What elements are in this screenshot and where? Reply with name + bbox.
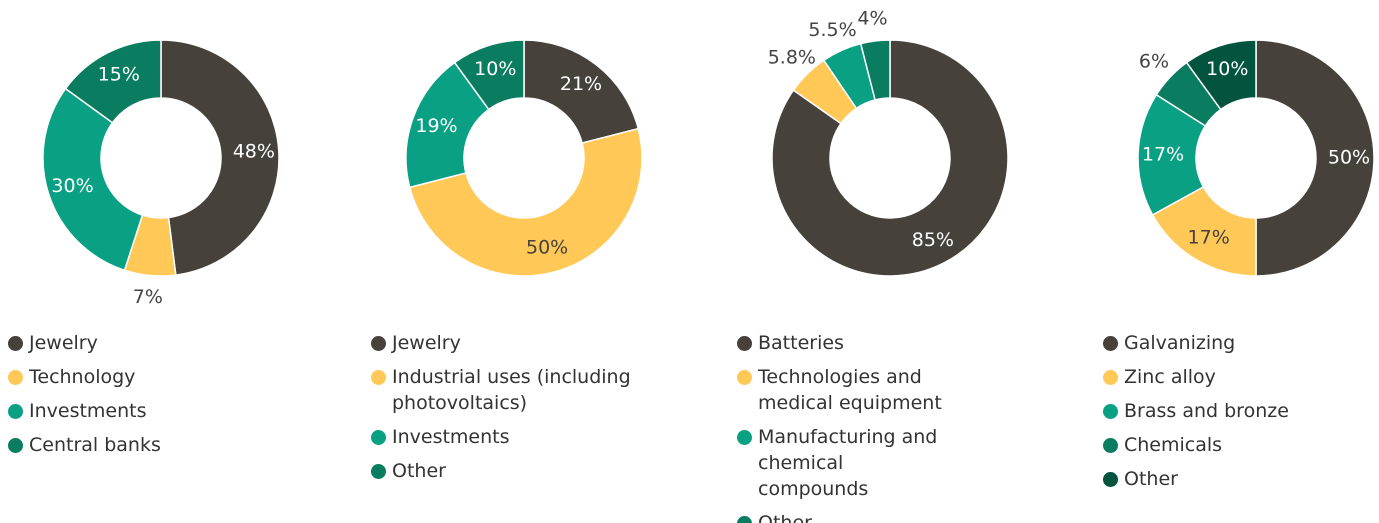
legend-label: Industrial uses (including photovoltaics… [392, 366, 631, 414]
legend-swatch [1103, 404, 1118, 419]
legend-item: Investments [8, 398, 308, 424]
legend-swatch [1103, 336, 1118, 351]
legend-swatch [371, 336, 386, 351]
legend-label: Other [758, 512, 812, 523]
donut-segment [859, 39, 891, 101]
donut-segment [523, 39, 640, 144]
legend-label: Batteries [758, 332, 844, 354]
legend-item: Manufacturing and chemical compounds [737, 424, 997, 502]
legend-label: Investments [392, 426, 510, 448]
legend-swatch [8, 404, 23, 419]
legend-label: Other [392, 460, 446, 482]
legend-label: Jewelry [29, 332, 98, 354]
legend-label: Zinc alloy [1124, 366, 1216, 388]
legend-item: Industrial uses (including photovoltaics… [371, 364, 691, 416]
data-label: 50% [526, 237, 568, 259]
legend-label: Manufacturing and chemical compounds [758, 426, 938, 500]
legend-label: Central banks [29, 434, 161, 456]
legend-label: Other [1124, 468, 1178, 490]
data-label: 10% [474, 58, 516, 80]
legend-swatch [1103, 438, 1118, 453]
legend-item: Zinc alloy [1103, 364, 1363, 390]
legend: Jewelry Industrial uses (including photov… [371, 330, 691, 492]
data-label: 17% [1188, 227, 1230, 249]
data-label: 5.5% [808, 19, 856, 41]
legend-item: Batteries [737, 330, 997, 356]
legend-swatch [8, 336, 23, 351]
legend-label: Technology [29, 366, 136, 388]
data-label: 19% [415, 115, 457, 137]
donut-segment [1255, 39, 1375, 277]
donut-segment [771, 39, 1009, 277]
legend-item: Other [371, 458, 691, 484]
legend-swatch [737, 430, 752, 445]
data-label: 85% [912, 229, 954, 251]
legend: Batteries Technologies and medical equipm… [737, 330, 997, 523]
legend-swatch [371, 464, 386, 479]
donut-segment [160, 39, 280, 276]
data-label: 5.8% [768, 47, 816, 69]
data-label: 50% [1328, 147, 1370, 169]
legend-swatch [371, 370, 386, 385]
donut-segment [453, 39, 525, 111]
data-label: 21% [560, 73, 602, 95]
data-label: 4% [857, 8, 887, 30]
data-label: 10% [1206, 58, 1248, 80]
legend-swatch [737, 336, 752, 351]
legend-swatch [371, 430, 386, 445]
legend-item: Technology [8, 364, 308, 390]
data-label: 15% [98, 64, 140, 86]
legend-swatch [8, 370, 23, 385]
legend-item: Chemicals [1103, 432, 1363, 458]
data-label: 30% [51, 175, 93, 197]
legend-label: Galvanizing [1124, 332, 1236, 354]
donut-segment [408, 127, 643, 277]
legend: Galvanizing Zinc alloy Brass and bronze Che… [1103, 330, 1363, 500]
legend-label: Brass and bronze [1124, 400, 1289, 422]
legend-swatch [1103, 472, 1118, 487]
donut-segment [1185, 39, 1257, 111]
data-label: 48% [233, 141, 275, 163]
data-label: 7% [133, 286, 163, 308]
legend-swatch [1103, 370, 1118, 385]
legend-item: Jewelry [371, 330, 691, 356]
legend-label: Technologies and medical equipment [758, 366, 942, 414]
data-label: 17% [1142, 144, 1184, 166]
donut-segment [64, 39, 162, 124]
donut-segment [42, 87, 144, 272]
legend-swatch [8, 438, 23, 453]
legend-item: Technologies and medical equipment [737, 364, 997, 416]
legend-item: Jewelry [8, 330, 308, 356]
legend-item: Other [737, 510, 997, 523]
legend-swatch [737, 516, 752, 523]
legend-item: Brass and bronze [1103, 398, 1363, 424]
legend-item: Galvanizing [1103, 330, 1363, 356]
legend-label: Jewelry [392, 332, 461, 354]
data-label: 6% [1139, 51, 1169, 73]
legend-item: Other [1103, 466, 1363, 492]
legend: Jewelry Technology Investments Central bank… [8, 330, 308, 466]
legend-label: Chemicals [1124, 434, 1223, 456]
legend-item: Investments [371, 424, 691, 450]
legend-label: Investments [29, 400, 147, 422]
legend-swatch [737, 370, 752, 385]
legend-item: Central banks [8, 432, 308, 458]
